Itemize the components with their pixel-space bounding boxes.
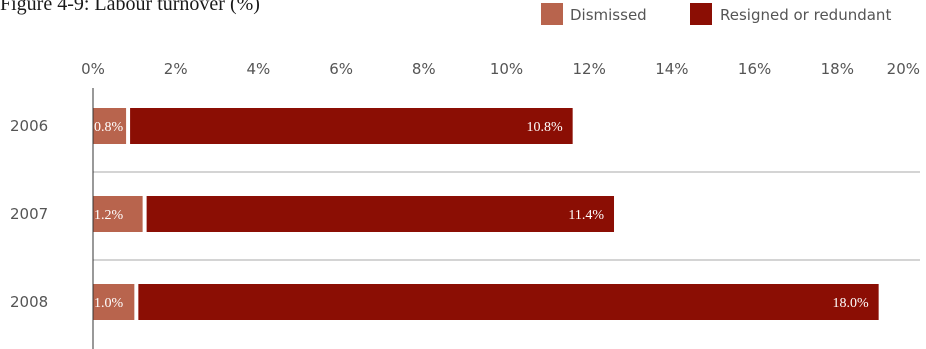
- x-tick-label: 16%: [738, 60, 771, 78]
- bar-2006-resigned: [130, 108, 573, 144]
- legend: Dismissed Resigned or redundant: [541, 3, 891, 25]
- legend-swatch-1: [541, 3, 563, 25]
- x-tick-label: 12%: [573, 60, 606, 78]
- bar-2008-dismissed: [93, 284, 135, 320]
- x-tick-label: 8%: [412, 60, 436, 78]
- data-label: 0.8%: [94, 120, 124, 135]
- x-tick-label: 6%: [329, 60, 353, 78]
- data-label: 10.8%: [526, 120, 563, 135]
- data-label: 18.0%: [832, 296, 869, 311]
- category-labels: 2006 2007 2008: [10, 117, 48, 311]
- data-label: 1.2%: [94, 208, 124, 223]
- x-tick-label: 2%: [164, 60, 188, 78]
- x-tick-label: 10%: [490, 60, 523, 78]
- category-label-2006: 2006: [10, 117, 48, 135]
- legend-swatch-2: [690, 3, 712, 25]
- x-tick-label: 4%: [247, 60, 271, 78]
- bar-2008-resigned: [138, 284, 879, 320]
- x-tick-label: 0%: [81, 60, 105, 78]
- category-label-2007: 2007: [10, 205, 48, 223]
- chart-title: Figure 4-9: Labour turnover (%): [0, 0, 260, 15]
- category-label-2008: 2008: [10, 293, 48, 311]
- data-label: 1.0%: [94, 296, 124, 311]
- bar-2006-dismissed: [93, 108, 127, 144]
- legend-label-1: Dismissed: [570, 6, 647, 24]
- legend-label-2: Resigned or redundant: [720, 6, 891, 24]
- x-axis-ticks: 0% 2% 4% 6% 8% 10% 12% 14% 16% 18% 20%: [81, 60, 920, 78]
- data-label: 11.4%: [568, 208, 604, 223]
- x-tick-label: 14%: [655, 60, 688, 78]
- x-tick-label: 20%: [887, 60, 920, 78]
- bar-2007-dismissed: [93, 196, 143, 232]
- bar-2007-resigned: [146, 196, 615, 232]
- row-separators: [93, 171, 920, 261]
- bars: 0.8% 10.8% 1.2% 11.4% 1.0% 18.0%: [93, 108, 879, 320]
- x-tick-label: 18%: [821, 60, 854, 78]
